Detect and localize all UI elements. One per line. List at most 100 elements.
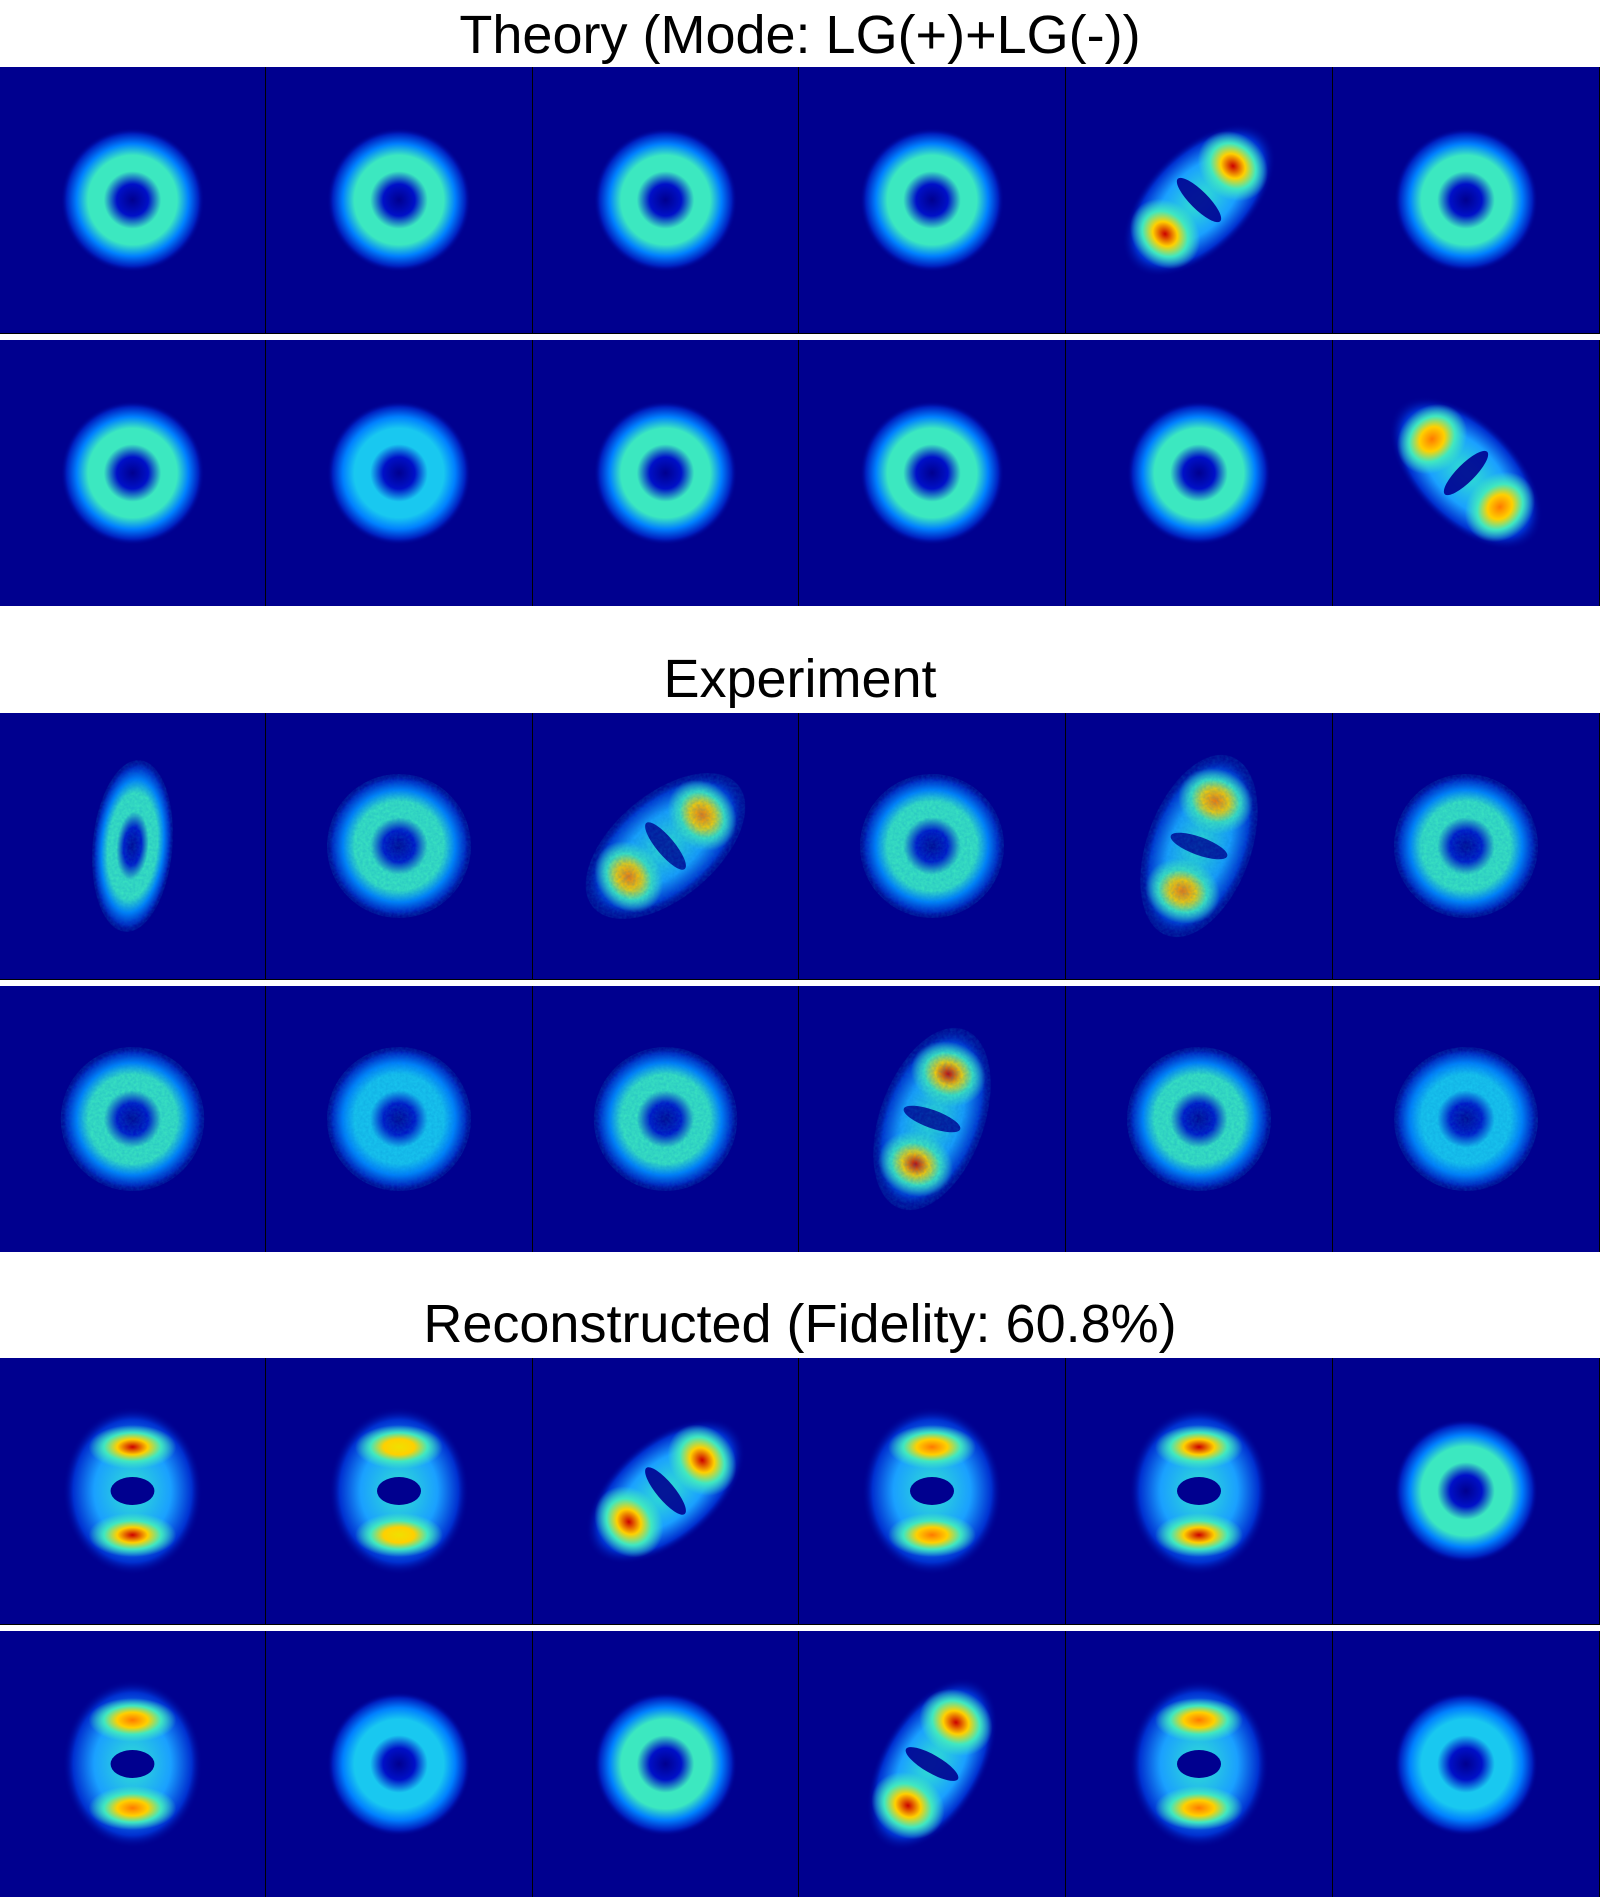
intensity-panel [1066, 1358, 1333, 1624]
intensity-lobe [1197, 130, 1269, 202]
speckle-noise [60, 1047, 205, 1191]
reconstructed-row-2 [0, 1631, 1600, 1897]
intensity-image [62, 1680, 203, 1848]
section-title-theory: Theory (Mode: LG(+)+LG(-)) [459, 5, 1141, 65]
intensity-ring [60, 128, 205, 272]
intensity-ring [593, 1692, 738, 1836]
intensity-image [873, 1027, 991, 1211]
intensity-ring [60, 401, 205, 545]
intensity-image [1394, 128, 1538, 272]
intensity-panel [0, 1631, 266, 1897]
row-separator [0, 979, 1600, 980]
row-separator [0, 333, 1600, 334]
intensity-ring [1394, 1419, 1538, 1563]
intensity-panel [799, 340, 1066, 606]
intensity-image [1140, 754, 1258, 938]
center-hole [910, 1477, 954, 1505]
center-hole [645, 1467, 686, 1515]
intensity-lobe [355, 1513, 443, 1557]
intensity-panel [799, 713, 1066, 979]
intensity-image [60, 1047, 205, 1191]
intensity-lobe [88, 1513, 177, 1557]
intensity-lobe [919, 1688, 993, 1757]
intensity-ring [1394, 128, 1538, 272]
intensity-lobe [1155, 1425, 1243, 1469]
speckle-noise [327, 774, 471, 918]
intensity-panel [266, 1358, 533, 1624]
intensity-panel [1333, 67, 1600, 333]
speckle-noise [1394, 1047, 1538, 1191]
intensity-panel [799, 1631, 1066, 1897]
intensity-panel [1333, 340, 1600, 606]
intensity-panel [266, 340, 533, 606]
intensity-image [1389, 396, 1543, 550]
speckle-noise [1140, 754, 1258, 938]
intensity-ring [860, 128, 1004, 272]
intensity-panel [266, 1631, 533, 1897]
row-separator [0, 1624, 1600, 1625]
center-hole [1177, 1750, 1221, 1778]
intensity-panel [533, 986, 799, 1252]
intensity-panel [1066, 713, 1333, 979]
intensity-lobe [1155, 1786, 1243, 1830]
intensity-panel [533, 340, 799, 606]
intensity-lobe [88, 1698, 177, 1742]
intensity-lobe [1129, 198, 1201, 270]
intensity-panel [266, 67, 533, 333]
center-hole [110, 1477, 155, 1505]
intensity-panel [799, 1358, 1066, 1624]
intensity-panel [1066, 340, 1333, 606]
intensity-panel [1333, 1631, 1600, 1897]
intensity-panel [1066, 986, 1333, 1252]
intensity-panel [0, 67, 266, 333]
center-hole [1443, 450, 1489, 496]
intensity-lobe [888, 1513, 976, 1557]
intensity-image [1129, 1407, 1269, 1575]
intensity-panel [0, 986, 266, 1252]
intensity-panel [1333, 713, 1600, 979]
intensity-image [1394, 1047, 1538, 1191]
intensity-lobe [888, 1425, 976, 1469]
theory-row-2 [0, 340, 1600, 606]
center-hole [905, 1747, 959, 1781]
intensity-panel [0, 1358, 266, 1624]
intensity-panel [533, 67, 799, 333]
center-hole [1176, 177, 1222, 223]
intensity-image [585, 1418, 746, 1564]
intensity-image [62, 1407, 203, 1575]
intensity-lobe [594, 1486, 664, 1558]
intensity-image [327, 774, 471, 918]
intensity-lobe [1464, 471, 1536, 543]
intensity-lobe [1155, 1513, 1243, 1557]
intensity-image [60, 128, 205, 272]
intensity-image [1394, 1692, 1538, 1836]
intensity-panel [1333, 1358, 1600, 1624]
intensity-image [1122, 123, 1276, 277]
intensity-image [593, 128, 738, 272]
speckle-noise [585, 773, 746, 919]
intensity-image [329, 1407, 469, 1575]
intensity-image [1394, 774, 1538, 918]
intensity-image [585, 773, 746, 919]
theory-row-1 [0, 67, 1600, 333]
intensity-panel [533, 713, 799, 979]
intensity-panel [266, 986, 533, 1252]
intensity-ring [593, 128, 738, 272]
intensity-image [593, 1692, 738, 1836]
intensity-lobe [355, 1425, 443, 1469]
intensity-panel [1333, 986, 1600, 1252]
intensity-image [1129, 1680, 1269, 1848]
intensity-ring [860, 401, 1004, 545]
intensity-panel [0, 713, 266, 979]
intensity-ring [327, 128, 471, 272]
intensity-image [862, 1407, 1002, 1575]
intensity-ring [327, 1692, 471, 1836]
intensity-image [593, 1047, 738, 1191]
intensity-image [1127, 1047, 1271, 1191]
intensity-image [327, 1047, 471, 1191]
intensity-lobe [1396, 403, 1468, 475]
experiment-row-1 [0, 713, 1600, 979]
intensity-lobe [88, 1786, 177, 1830]
center-hole [110, 1750, 155, 1778]
intensity-ring [593, 401, 738, 545]
